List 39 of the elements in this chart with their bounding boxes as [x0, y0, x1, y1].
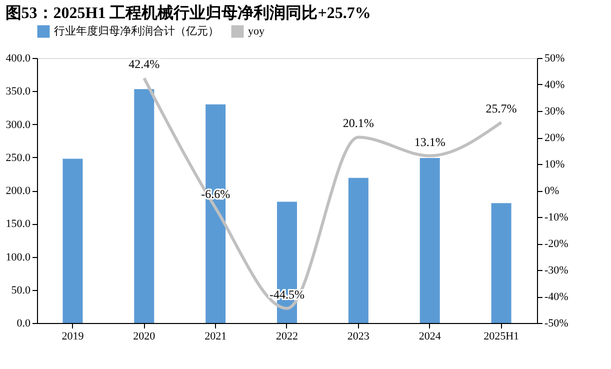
- y2-tick-label: 30%: [544, 106, 565, 118]
- x-tick-label: 2024: [418, 330, 442, 342]
- y2-tick-label: 0%: [544, 185, 560, 197]
- bar: [348, 178, 368, 323]
- bar: [62, 158, 83, 323]
- data-label: 42.4%: [128, 57, 160, 72]
- x-tick-label: 2021: [204, 330, 227, 342]
- x-tick-label: 2025H1: [484, 330, 520, 342]
- y2-tick-label: 20%: [544, 132, 565, 144]
- bar: [134, 89, 154, 323]
- y2-tick-label: -10%: [544, 212, 568, 224]
- y-tick-label: 300.0: [6, 118, 31, 131]
- y2-tick-label: 50%: [544, 52, 565, 64]
- x-tick-label: 2023: [347, 330, 370, 342]
- x-tick-label: 2022: [276, 330, 298, 342]
- x-tick-label: 2020: [133, 330, 156, 342]
- chart-title: 图53：2025H1 工程机械行业归母净利润同比+25.7%: [5, 4, 371, 22]
- legend-label: yoy: [248, 26, 265, 38]
- y-tick-label: 100.0: [6, 251, 31, 264]
- y-tick-label: 0.0: [16, 318, 31, 330]
- y2-tick-label: -30%: [544, 264, 568, 276]
- y-tick-label: 400.0: [6, 52, 31, 64]
- y-tick-label: 200.0: [6, 185, 31, 197]
- y-tick-label: 150.0: [6, 218, 31, 230]
- x-tick-label: 2019: [62, 330, 84, 342]
- y-tick-label: 250.0: [6, 152, 31, 164]
- y2-tick-label: 40%: [544, 79, 565, 91]
- bar: [420, 158, 440, 323]
- y2-tick-label: 10%: [544, 158, 565, 170]
- data-label: 25.7%: [486, 101, 517, 116]
- y2-tick-label: -50%: [544, 318, 568, 330]
- data-label: 20.1%: [342, 116, 374, 130]
- y-tick-label: 350.0: [6, 86, 31, 98]
- bar: [491, 203, 512, 323]
- y-tick-label: 50.0: [11, 284, 31, 296]
- data-label: 13.1%: [414, 134, 446, 149]
- y2-tick-label: -20%: [544, 238, 568, 250]
- y2-tick-label: -40%: [544, 291, 568, 303]
- legend-label: 行业年度归母净利润合计（亿元）: [54, 24, 219, 38]
